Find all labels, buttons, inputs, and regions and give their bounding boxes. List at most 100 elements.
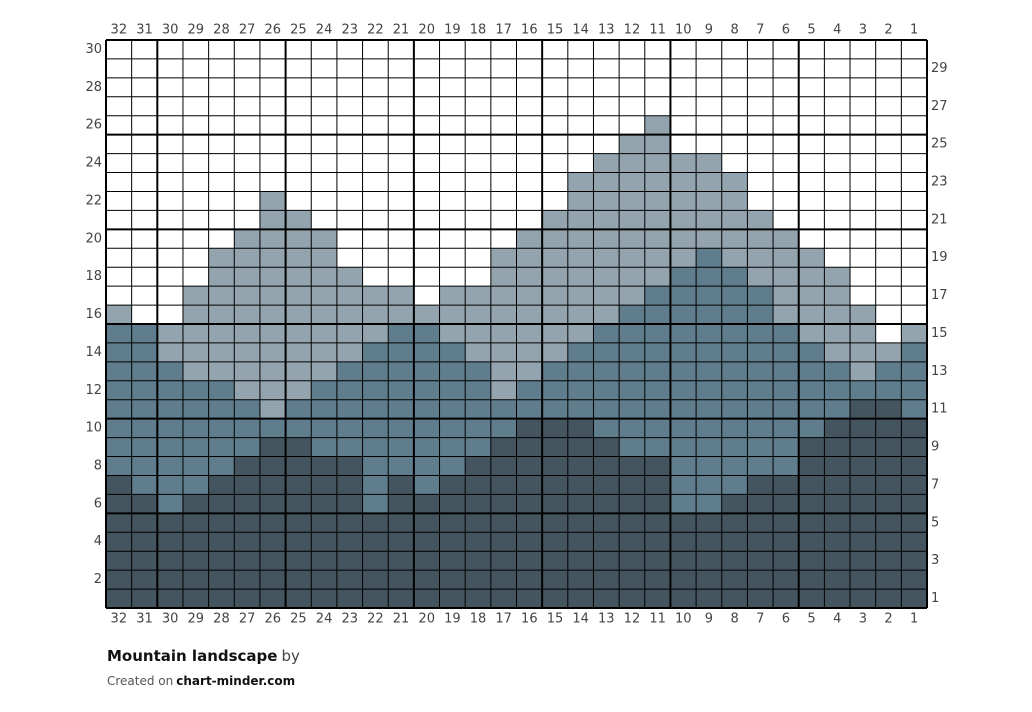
cell xyxy=(490,40,517,59)
cell xyxy=(747,324,774,343)
cell xyxy=(850,286,876,306)
cell xyxy=(875,418,902,438)
cell xyxy=(131,361,158,381)
cell xyxy=(644,248,671,268)
cell xyxy=(259,229,286,249)
cell xyxy=(644,589,671,608)
cell xyxy=(285,134,312,154)
cell xyxy=(362,418,389,438)
cell xyxy=(388,40,414,59)
cell xyxy=(439,96,466,116)
cell xyxy=(850,380,876,400)
cell xyxy=(131,570,158,590)
cell xyxy=(157,191,183,211)
cell xyxy=(182,456,209,476)
cell xyxy=(824,324,851,343)
cell xyxy=(516,305,543,324)
cell xyxy=(619,134,645,154)
cell xyxy=(850,399,876,419)
cell xyxy=(644,475,671,495)
cell xyxy=(234,115,260,135)
cell xyxy=(747,437,774,457)
cell xyxy=(182,96,209,116)
cell xyxy=(619,361,645,381)
cell xyxy=(798,191,825,211)
cell xyxy=(824,494,851,514)
cell xyxy=(542,96,568,116)
cell xyxy=(567,77,594,97)
cell xyxy=(824,342,851,362)
cell xyxy=(157,551,183,571)
row-label: 19 xyxy=(931,250,948,265)
cell xyxy=(901,115,927,135)
cell xyxy=(875,210,902,230)
cell xyxy=(311,286,337,306)
cell xyxy=(850,229,876,249)
cell xyxy=(593,437,620,457)
cell xyxy=(439,551,466,571)
column-label: 5 xyxy=(807,612,815,627)
cell xyxy=(285,437,312,457)
cell xyxy=(490,551,517,571)
column-label: 3 xyxy=(859,612,867,627)
cell xyxy=(850,418,876,438)
cell xyxy=(413,58,440,78)
cell xyxy=(336,361,363,381)
cell xyxy=(875,58,902,78)
cell xyxy=(516,286,543,306)
cell xyxy=(439,437,466,457)
cell xyxy=(234,324,260,343)
cell xyxy=(542,324,568,343)
cell xyxy=(490,361,517,381)
cell xyxy=(311,532,337,552)
cell xyxy=(465,380,491,400)
cell xyxy=(850,532,876,552)
cell xyxy=(875,342,902,362)
cell xyxy=(619,570,645,590)
cell xyxy=(311,551,337,571)
cell xyxy=(465,58,491,78)
cell xyxy=(901,437,927,457)
cell xyxy=(516,153,543,173)
cell xyxy=(747,399,774,419)
cell xyxy=(798,589,825,608)
cell xyxy=(157,513,183,533)
column-label: 22 xyxy=(367,23,384,38)
cell xyxy=(644,210,671,230)
cell xyxy=(516,77,543,97)
cell xyxy=(773,210,799,230)
cell xyxy=(336,589,363,608)
row-label: 17 xyxy=(931,288,948,303)
cell xyxy=(439,134,466,154)
cell xyxy=(798,58,825,78)
cell xyxy=(593,191,620,211)
cell xyxy=(336,191,363,211)
cell xyxy=(696,494,722,514)
cell xyxy=(670,361,697,381)
cell xyxy=(413,551,440,571)
cell xyxy=(542,361,568,381)
cell xyxy=(336,570,363,590)
column-label: 24 xyxy=(316,23,333,38)
cell xyxy=(670,418,697,438)
cell xyxy=(439,305,466,324)
cell xyxy=(388,267,414,287)
cell xyxy=(901,134,927,154)
cell xyxy=(157,58,183,78)
cell xyxy=(311,418,337,438)
cell xyxy=(747,115,774,135)
cell xyxy=(721,570,748,590)
cell xyxy=(798,570,825,590)
cell xyxy=(285,361,312,381)
cell xyxy=(106,570,132,590)
cell xyxy=(773,475,799,495)
cell xyxy=(157,475,183,495)
cell xyxy=(747,210,774,230)
cell xyxy=(234,456,260,476)
cell xyxy=(388,456,414,476)
cell xyxy=(388,191,414,211)
cell xyxy=(208,380,235,400)
column-label: 4 xyxy=(833,612,841,627)
cell xyxy=(593,589,620,608)
cell xyxy=(516,191,543,211)
